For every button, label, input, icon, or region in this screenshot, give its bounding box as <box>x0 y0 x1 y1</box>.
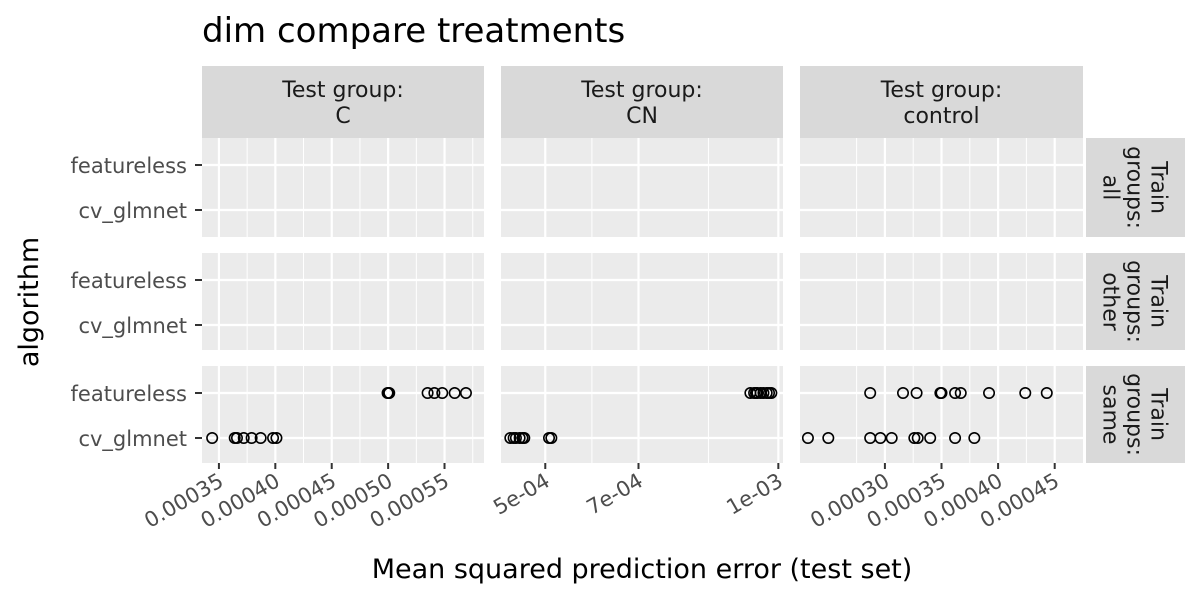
y-tick-label: featureless <box>71 269 187 293</box>
panel-background <box>501 366 783 463</box>
panel-background <box>501 138 783 237</box>
facet-row-label: Traingroups:other <box>1098 260 1171 343</box>
data-point <box>206 431 219 444</box>
y-tick-label: featureless <box>71 382 187 406</box>
data-point <box>1019 386 1032 399</box>
data-point <box>924 431 937 444</box>
facet-col-label: Test group: CN <box>580 78 703 129</box>
data-point <box>448 386 461 399</box>
data-point <box>864 386 877 399</box>
y-axis-title: algorithm <box>14 237 45 367</box>
data-point <box>949 386 962 399</box>
data-point <box>983 386 996 399</box>
x-tick-label: 7e-04 <box>583 469 647 520</box>
data-point <box>504 431 517 444</box>
panel-background <box>501 253 783 350</box>
facet-row-strip <box>1086 366 1185 463</box>
data-point <box>935 386 948 399</box>
data-point <box>518 431 531 444</box>
data-point <box>885 431 898 444</box>
panel-background <box>202 253 484 350</box>
data-point <box>545 431 558 444</box>
data-point <box>908 431 921 444</box>
data-point <box>954 386 967 399</box>
x-tick-label: 1e-03 <box>722 469 786 520</box>
y-tick-label: featureless <box>71 154 187 178</box>
data-point <box>949 431 962 444</box>
facet-col-strip <box>501 66 783 138</box>
data-point <box>765 386 778 399</box>
facet-row-strip <box>1086 253 1185 350</box>
panel-background <box>202 138 484 237</box>
data-point <box>874 431 887 444</box>
y-tick-label: cv_glmnet <box>78 427 187 452</box>
y-tick-label: cv_glmnet <box>78 314 187 339</box>
data-point <box>509 431 522 444</box>
data-point <box>757 386 770 399</box>
data-point <box>383 386 396 399</box>
facet-row-label: Traingroups:same <box>1098 373 1171 456</box>
data-point <box>910 386 923 399</box>
x-axis-title: Mean squared prediction error (test set) <box>372 554 913 585</box>
y-tick-label: cv_glmnet <box>78 199 187 224</box>
data-point <box>897 386 910 399</box>
data-point <box>751 386 764 399</box>
data-point <box>1040 386 1053 399</box>
data-point <box>421 386 434 399</box>
data-point <box>822 431 835 444</box>
data-point <box>436 386 449 399</box>
data-point <box>237 431 250 444</box>
facet-col-label: Test group: control <box>880 78 1003 129</box>
x-tick-label: 5e-04 <box>489 469 553 520</box>
data-point <box>968 431 981 444</box>
plot-area: Test group: C Test group: CN Test group: cont… <box>71 66 1185 533</box>
facet-row-strip <box>1086 138 1185 237</box>
data-point <box>230 431 243 444</box>
data-point <box>254 431 267 444</box>
data-point <box>428 386 441 399</box>
panel-background <box>202 366 484 463</box>
data-point <box>801 431 814 444</box>
facet-col-strip <box>800 66 1083 138</box>
data-point <box>245 431 258 444</box>
data-point <box>459 386 472 399</box>
facet-row-label: Traingroups:all <box>1098 146 1171 229</box>
data-point <box>911 431 924 444</box>
data-point <box>270 431 283 444</box>
data-point <box>267 431 280 444</box>
facet-col-label: Test group: C <box>281 78 404 129</box>
facet-col-strip <box>202 66 484 138</box>
chart-title: dim compare treatments <box>202 11 625 51</box>
